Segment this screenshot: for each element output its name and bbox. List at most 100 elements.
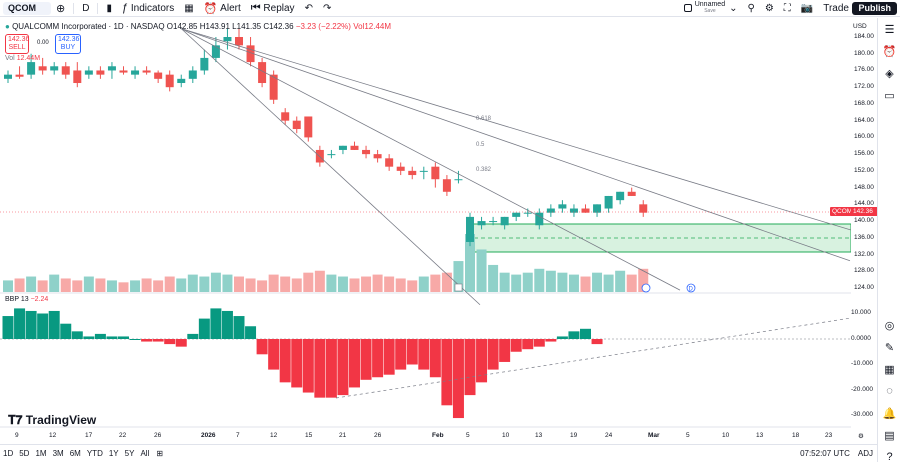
undo-icon[interactable]: ↶ [304,2,313,14]
candle[interactable] [292,120,301,130]
pencil-icon[interactable]: ✎ [884,341,895,354]
watchlist-icon[interactable]: ☰ [884,23,895,36]
add-symbol-icon[interactable]: ⊕ [56,2,66,15]
candle[interactable] [131,70,140,75]
candle[interactable] [107,66,116,71]
candle[interactable] [177,78,186,84]
indicators-button[interactable]: ƒ Indicators [117,0,179,17]
timeframe-6m[interactable]: 6M [69,449,81,458]
target-icon[interactable]: ◎ [884,319,895,332]
candle[interactable] [442,179,451,192]
timeframe-3m[interactable]: 3M [52,449,64,458]
legend-title[interactable]: QUALCOMM Incorporated · 1D · NASDAQ [12,22,165,31]
candle[interactable] [27,62,36,75]
adj-toggle[interactable]: ADJ [857,449,873,458]
candle[interactable] [627,191,636,196]
axis-settings-icon[interactable]: ⚙ [858,433,864,440]
chart-canvas[interactable]: 0.618 0.5 0.382 D [0,18,852,444]
redo-icon[interactable]: ↷ [322,2,332,14]
trade-button[interactable]: Trade [818,0,854,17]
buy-button[interactable]: 142.36 BUY [55,34,81,54]
candle[interactable] [454,179,463,181]
candle[interactable] [512,212,521,217]
candle[interactable] [535,212,544,226]
price-axis[interactable]: USD 184.00 180.00 176.00 172.00 168.00 164.00 1… [851,18,877,444]
fib-fan-line[interactable] [181,28,851,262]
candle[interactable] [50,66,59,71]
candle[interactable] [373,154,382,159]
bbp-trendline[interactable] [335,317,852,399]
symbol-search[interactable]: QCOM [3,1,51,15]
candle[interactable] [466,216,474,242]
earnings-marker[interactable] [454,283,463,292]
candle[interactable] [408,170,417,176]
layers-icon[interactable]: ◈ [885,67,894,80]
timeframe-1y[interactable]: 1Y [108,449,119,458]
chat-icon[interactable]: ▭ [884,89,895,102]
candle[interactable] [200,57,209,71]
candle[interactable] [211,45,220,58]
layout-button[interactable]: Unnamed Save ⌄ [679,0,743,17]
tradingview-logo[interactable]: 𝐓𝟕 TradingView [8,413,96,428]
candle[interactable] [477,221,486,226]
candle[interactable] [269,74,278,100]
interval-button[interactable]: D [77,0,94,17]
candle[interactable] [581,208,590,213]
currency-label[interactable]: USD [853,23,867,30]
notes-icon[interactable]: ▤ [884,429,895,442]
candle[interactable] [304,116,313,138]
candle[interactable] [258,62,267,84]
templates-icon[interactable]: ▦ [184,2,194,14]
candle[interactable] [350,145,359,150]
replay-button[interactable]: ⏮ Replay [246,0,300,17]
settings-icon[interactable]: ⚙ [764,2,774,14]
timeframe-all[interactable]: All [140,449,150,458]
publish-button[interactable]: Publish [852,2,897,15]
candle[interactable] [593,204,602,213]
date-range-icon[interactable]: ⊞ [156,449,164,458]
camera-icon[interactable]: 📷 [800,2,814,14]
candle[interactable] [569,208,578,213]
bbp-legend[interactable]: BBP 13 −2.24 [5,296,48,303]
fib-fan-line[interactable] [181,28,681,291]
candle[interactable] [281,112,290,121]
chart-area[interactable]: 0.618 0.5 0.382 D [0,18,852,444]
candle[interactable] [431,166,440,180]
candle[interactable] [61,66,70,75]
timeframe-1d[interactable]: 1D [3,449,14,458]
candle[interactable] [246,45,255,63]
candle[interactable] [38,66,47,71]
candle[interactable] [235,37,243,46]
quick-search-icon[interactable]: ⚲ [747,2,755,14]
fib-fan-line[interactable] [180,28,481,306]
candle[interactable] [4,74,12,79]
lightbulb-icon[interactable]: ◌ [886,385,893,397]
candle[interactable] [327,154,336,156]
timeframe-ytd[interactable]: YTD [86,449,103,458]
candle[interactable] [616,191,625,201]
candle[interactable] [523,212,532,214]
fullscreen-icon[interactable]: ⛶ [783,2,791,14]
candle[interactable] [604,195,613,209]
candle[interactable] [165,74,174,88]
candle[interactable] [385,158,394,167]
clock[interactable]: 07:52:07 UTC [800,449,850,458]
candle[interactable] [223,37,232,42]
candle[interactable] [84,70,93,75]
volume-legend[interactable]: Vol 12.44M [5,55,40,62]
candle[interactable] [96,70,105,75]
timeframe-1m[interactable]: 1M [35,449,47,458]
event-marker[interactable] [641,283,651,293]
candle[interactable] [142,70,151,73]
candle[interactable] [154,72,163,79]
candle[interactable] [73,70,82,84]
candle[interactable] [500,216,509,226]
candle[interactable] [338,145,347,150]
calendar-icon[interactable]: ▦ [884,363,895,376]
candle[interactable] [546,208,555,213]
dividend-marker[interactable] [686,283,696,293]
candle[interactable] [419,170,428,172]
bell-icon[interactable]: 🔔 [882,407,897,420]
candle[interactable] [396,166,405,171]
alert-button[interactable]: ⏰ Alert [199,0,246,17]
